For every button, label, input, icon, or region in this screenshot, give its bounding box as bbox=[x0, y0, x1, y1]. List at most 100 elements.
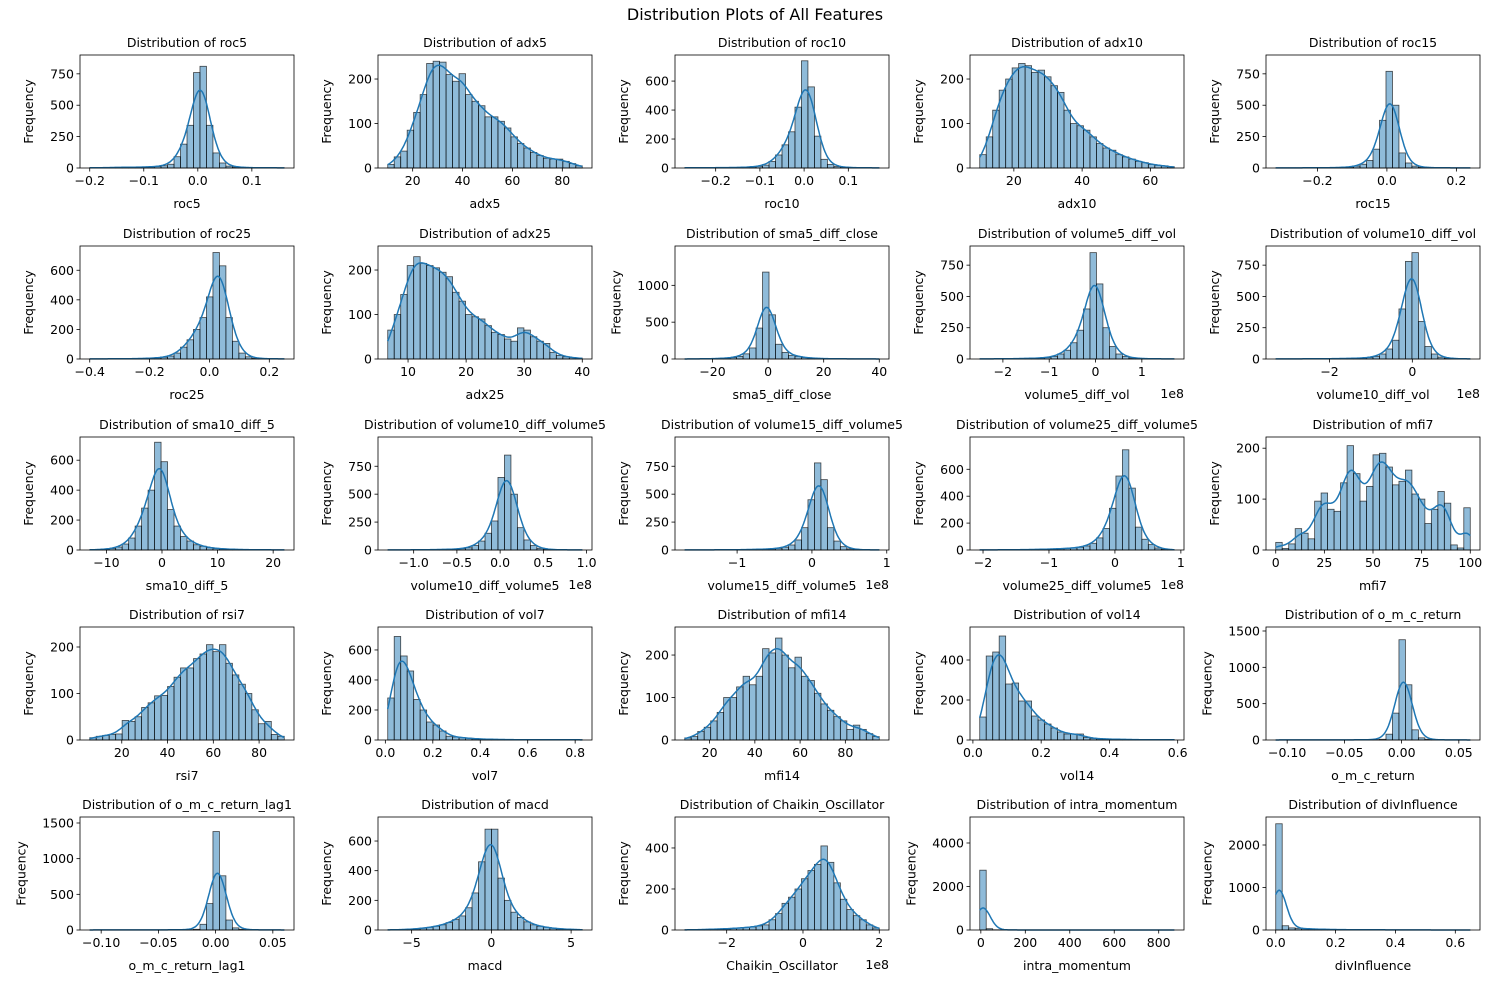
histogram-bar bbox=[504, 454, 512, 551]
histogram-bar bbox=[504, 899, 512, 931]
histogram-bar bbox=[1089, 252, 1097, 360]
histogram-bar bbox=[458, 915, 466, 931]
histogram-bar bbox=[465, 907, 473, 931]
x-tick-label: 75 bbox=[1414, 555, 1430, 570]
kde-line bbox=[387, 64, 583, 168]
subplot-title: Distribution of o_m_c_return bbox=[1285, 607, 1462, 622]
histogram-bar bbox=[801, 60, 809, 169]
x-tick-label: 80 bbox=[554, 173, 570, 188]
x-tick-label: 40 bbox=[455, 173, 471, 188]
y-tick-label: 4000 bbox=[932, 835, 964, 850]
subplot-title: Distribution of divInfluence bbox=[1288, 797, 1458, 812]
histogram-bar bbox=[439, 271, 447, 360]
y-tick-label: 200 bbox=[645, 648, 669, 663]
histogram-bar bbox=[251, 709, 259, 741]
y-tick-label: 400 bbox=[50, 292, 74, 307]
y-axis-label: Frequency bbox=[1207, 461, 1222, 526]
histogram-bar bbox=[478, 540, 486, 551]
histogram-bar bbox=[445, 74, 453, 169]
histogram-bar bbox=[1141, 538, 1149, 551]
histogram-bar bbox=[147, 489, 155, 551]
x-tick-label: 1.0 bbox=[577, 555, 597, 570]
x-tick-label: −1 bbox=[1040, 364, 1058, 379]
y-tick-label: 600 bbox=[940, 462, 964, 477]
histogram-bar bbox=[1288, 543, 1296, 551]
histogram-bar bbox=[510, 136, 518, 169]
x-tick-label: −0.5 bbox=[442, 555, 472, 570]
histogram-bar bbox=[497, 120, 505, 169]
histogram-bar bbox=[801, 527, 809, 551]
histogram-bar bbox=[147, 702, 155, 741]
y-tick-label: 600 bbox=[348, 834, 372, 849]
subplot-title: Distribution of volume10_diff_volume5 bbox=[364, 417, 606, 432]
histogram-bar bbox=[432, 60, 441, 169]
x-tick-label: 0.4 bbox=[470, 745, 490, 760]
y-tick-label: 0 bbox=[1252, 923, 1260, 938]
histogram-bar bbox=[445, 276, 453, 360]
histogram-bar bbox=[736, 686, 744, 741]
histogram-bar bbox=[452, 80, 460, 169]
y-tick-label: 200 bbox=[348, 263, 372, 278]
subplot: −2 0 0 250 500 750 Distribution of volume10_di… bbox=[1207, 226, 1481, 402]
histogram-bar bbox=[199, 653, 207, 741]
histogram-bar bbox=[1011, 682, 1020, 741]
y-tick-label: 0 bbox=[956, 923, 964, 938]
histogram-bar bbox=[820, 703, 828, 741]
subplot-title: Distribution of rsi7 bbox=[129, 607, 245, 622]
kde-line bbox=[979, 475, 1175, 551]
axes-frame bbox=[79, 626, 295, 741]
x-tick-label: −0.10 bbox=[1268, 745, 1306, 760]
histogram-bar bbox=[1057, 731, 1065, 741]
histogram-bar bbox=[1392, 712, 1400, 741]
y-tick-label: 500 bbox=[50, 98, 74, 113]
x-tick-label: 0.4 bbox=[1386, 935, 1406, 950]
x-tick-label: 2 bbox=[875, 935, 883, 950]
histogram-bar bbox=[484, 532, 492, 551]
subplot: −0.2 −0.1 0.0 0.1 0 200 400 600 Distribution of … bbox=[616, 35, 890, 211]
y-axis-label: Frequency bbox=[14, 841, 29, 906]
x-axis-label: mfi14 bbox=[764, 768, 800, 783]
x-tick-label: 0.6 bbox=[1445, 935, 1465, 950]
y-tick-label: 200 bbox=[50, 639, 74, 654]
figure-title: Distribution Plots of All Features bbox=[626, 5, 884, 24]
x-tick-label: 80 bbox=[251, 745, 267, 760]
histogram-bar bbox=[820, 845, 828, 931]
histogram-bar bbox=[1076, 125, 1084, 169]
x-tick-label: 0 bbox=[1408, 364, 1416, 379]
x-axis-label: o_m_c_return_lag1 bbox=[129, 958, 246, 973]
histogram-bar bbox=[788, 354, 796, 360]
x-axis-label: volume10_diff_vol bbox=[1316, 387, 1429, 402]
kde-line bbox=[89, 467, 285, 551]
histogram-bar bbox=[1070, 342, 1078, 360]
y-tick-label: 100 bbox=[1236, 492, 1260, 507]
histogram-bar bbox=[1096, 537, 1104, 551]
x-tick-label: −2 bbox=[717, 935, 735, 950]
axes-frame bbox=[969, 436, 1185, 551]
subplot-title: Distribution of intra_momentum bbox=[977, 797, 1178, 812]
y-axis-label: Frequency bbox=[911, 270, 926, 335]
x-tick-label: −0.2 bbox=[75, 173, 105, 188]
axes-frame bbox=[674, 436, 890, 551]
x-tick-label: 60 bbox=[504, 173, 520, 188]
y-tick-label: 1000 bbox=[42, 851, 74, 866]
histogram-bar bbox=[1031, 715, 1039, 741]
histogram-bar bbox=[1327, 508, 1335, 551]
subplot: 20 40 60 80 0 100 200 Distribution of rsi7 rsi7 F… bbox=[21, 607, 295, 783]
subplot: 10 20 30 40 0 100 200 Distribution of adx25 adx2… bbox=[319, 226, 593, 402]
y-tick-label: 0 bbox=[66, 923, 74, 938]
axes-frame bbox=[969, 816, 1185, 931]
x-axis-label: adx25 bbox=[466, 387, 505, 402]
x-axis-label: volume15_diff_volume5 bbox=[708, 578, 857, 593]
y-axis-label: Frequency bbox=[1207, 79, 1222, 144]
y-tick-label: 0 bbox=[661, 923, 669, 938]
kde-line bbox=[979, 907, 1175, 931]
x-tick-label: −0.05 bbox=[1325, 745, 1363, 760]
y-tick-label: 750 bbox=[348, 459, 372, 474]
histogram-bar bbox=[471, 892, 479, 931]
x-tick-label: 30 bbox=[516, 364, 532, 379]
histogram-bar bbox=[1115, 154, 1123, 169]
y-tick-label: 500 bbox=[1236, 289, 1260, 304]
histogram-bar bbox=[1437, 491, 1445, 551]
histogram-bar bbox=[186, 667, 194, 741]
subplot: −2 −1 0 1 0 250 500 750 Distribution of volume5_… bbox=[911, 226, 1185, 402]
